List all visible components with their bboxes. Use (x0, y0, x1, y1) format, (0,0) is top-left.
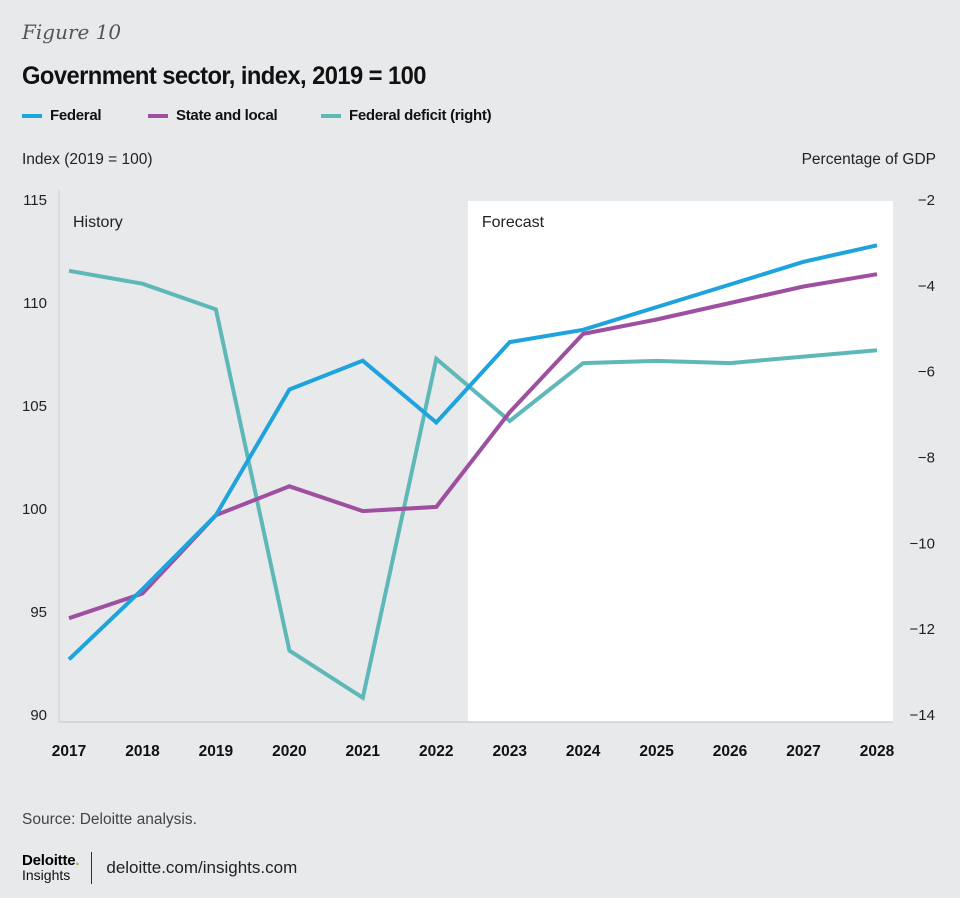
legend-label: Federal deficit (right) (349, 107, 492, 124)
x-tick-label: 2023 (492, 743, 527, 760)
left-y-tick-label: 110 (23, 295, 47, 312)
left-y-tick-label: 95 (30, 604, 47, 621)
x-tick-label: 2017 (52, 743, 86, 760)
logo-sub: Insights (22, 867, 71, 883)
legend-item-state-local: State and local (148, 107, 278, 124)
legend-label: Federal (50, 107, 102, 124)
left-y-tick-label: 105 (22, 398, 47, 415)
x-tick-label: 2024 (566, 743, 601, 760)
left-axis-title: Index (2019 = 100) (22, 151, 153, 168)
logo-wordmark: Deloitte (22, 852, 76, 869)
forecast-region (467, 201, 893, 722)
right-y-tick-label: −8 (918, 450, 935, 467)
footer-url[interactable]: deloitte.com/insights.com (106, 858, 298, 877)
right-y-tick-label: −4 (918, 278, 935, 295)
x-tick-label: 2020 (272, 743, 306, 760)
x-tick-label: 2027 (786, 743, 820, 760)
legend-item-federal: Federal (22, 107, 102, 124)
left-y-tick-label: 90 (30, 707, 47, 724)
series-line-federal-deficit-right (68, 268, 878, 702)
legend-swatch-federal-deficit (321, 113, 341, 118)
x-tick-label: 2028 (860, 743, 895, 760)
x-ticks: 2017 2018 2019 2020 2021 2022 2023 2024 2025 2026… (52, 743, 895, 760)
legend-label: State and local (176, 107, 278, 124)
x-tick-label: 2019 (199, 743, 234, 760)
figure-label: Figure 10 (22, 20, 122, 44)
chart-title: Government sector, index, 2019 = 100 (22, 62, 426, 90)
right-y-tick-label: −14 (910, 707, 935, 724)
series-lines (67, 243, 878, 702)
source-note: Source: Deloitte analysis. (22, 811, 197, 828)
logo-green-dot: . (75, 852, 80, 869)
x-tick-label: 2021 (346, 743, 381, 760)
deloitte-insights-logo: Deloitte. Insights (22, 852, 80, 883)
x-tick-label: 2025 (639, 743, 674, 760)
x-tick-label: 2018 (125, 743, 160, 760)
series-line-federal (67, 243, 878, 661)
legend-swatch-state-local (148, 113, 168, 118)
right-y-ticks: −2 −4 −6 −8 −10 −12 −14 (910, 192, 935, 724)
left-y-tick-label: 100 (22, 501, 47, 518)
legend-item-federal-deficit: Federal deficit (right) (321, 107, 492, 124)
history-label: History (73, 214, 123, 231)
footer-divider (91, 852, 93, 884)
logo-main: Deloitte. (22, 852, 80, 869)
forecast-label: Forecast (482, 214, 545, 231)
x-tick-label: 2022 (419, 743, 453, 760)
right-y-tick-label: −6 (918, 364, 935, 381)
right-y-tick-label: −12 (910, 621, 935, 638)
legend-swatch-federal (22, 113, 42, 118)
left-y-tick-label: 115 (23, 192, 47, 209)
right-y-tick-label: −10 (910, 535, 935, 552)
footer: Deloitte. Insights deloitte.com/insights… (22, 852, 297, 884)
x-tick-label: 2026 (713, 743, 748, 760)
left-y-ticks: 115 110 105 100 95 90 (22, 192, 47, 724)
right-y-tick-label: −2 (918, 192, 935, 209)
right-axis-title: Percentage of GDP (801, 151, 936, 168)
